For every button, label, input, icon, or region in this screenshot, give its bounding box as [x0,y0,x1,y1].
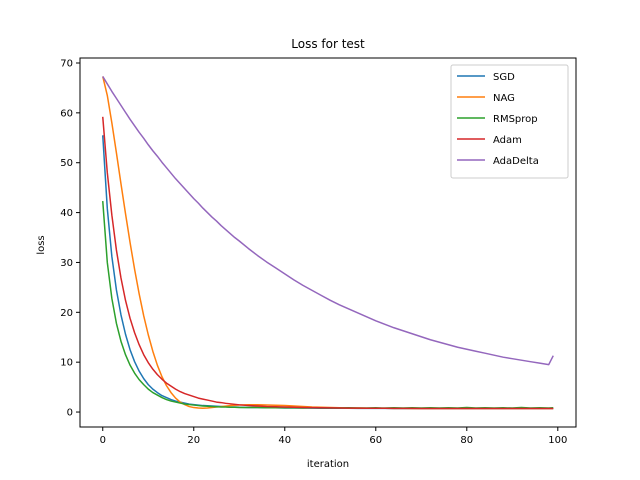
y-tick-label: 10 [60,358,73,369]
legend-label-sgd: SGD [493,72,515,83]
x-tick-label: 80 [460,435,473,446]
x-tick-label: 60 [369,435,382,446]
y-tick-label: 40 [60,208,73,219]
y-tick-label: 30 [60,258,73,269]
x-axis-label: iteration [307,459,349,470]
legend-label-adam: Adam [493,135,522,146]
legend-box [450,64,569,179]
x-tick-label: 20 [187,435,200,446]
plot-lines [102,76,554,410]
y-tick-label: 0 [67,408,73,419]
legend-label-rmsprop: RMSprop [493,114,538,125]
series-line-adadelta [102,76,554,366]
legend-label-nag: NAG [493,93,515,104]
y-tick-label: 70 [60,58,73,69]
chart-title: Loss for test [291,37,365,51]
y-tick-label: 60 [60,108,73,119]
series-line-adam [102,116,554,410]
x-tick-label: 0 [100,435,106,446]
legend-label-adadelta: AdaDelta [493,156,539,167]
x-tick-label: 100 [548,435,567,446]
y-tick-label: 20 [60,308,73,319]
x-tick-label: 40 [278,435,291,446]
plot-frame [79,57,577,428]
series-line-rmsprop [102,201,554,409]
legend: SGD NAG RMSprop Adam AdaDelta [450,64,569,179]
y-axis: 0 10 20 30 40 50 60 70 [60,58,80,419]
x-axis: 0 20 40 60 80 100 [100,427,567,446]
y-axis-label: loss [36,235,47,254]
y-tick-label: 50 [60,158,73,169]
